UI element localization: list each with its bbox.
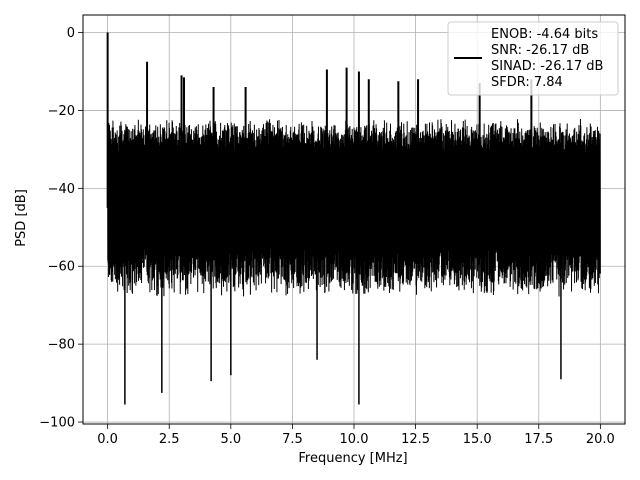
- x-tick-label: 17.5: [524, 432, 553, 447]
- legend-entry-snr: SNR: -26.17 dB: [491, 43, 589, 58]
- y-tick-label: −20: [48, 104, 75, 119]
- legend-entry-sinad: SINAD: -26.17 dB: [491, 59, 603, 74]
- psd-series: [106, 32, 601, 405]
- x-tick-label: 12.5: [401, 432, 430, 447]
- y-tick-label: −60: [48, 260, 75, 275]
- x-tick-label: 10.0: [340, 432, 369, 447]
- legend-box: [447, 21, 619, 96]
- legend-entry-enob: ENOB: -4.64 bits: [491, 27, 598, 42]
- legend-entry-sfdr: SFDR: 7.84: [491, 75, 563, 90]
- psd-trace: [107, 119, 601, 297]
- x-tick-label: 15.0: [463, 432, 492, 447]
- x-axis-ticks: 0.0 2.5 5.0 7.5 10.0 12.5 15.0 17.5 20.0: [97, 424, 615, 447]
- y-tick-label: −100: [39, 416, 75, 431]
- legend: ENOB: -4.64 bits SNR: -26.17 dB SINAD: -…: [447, 21, 619, 96]
- y-tick-label: 0: [67, 26, 75, 41]
- x-tick-label: 0.0: [97, 432, 118, 447]
- y-axis-ticks: 0 −20 −40 −60 −80 −100: [39, 26, 83, 431]
- x-tick-label: 2.5: [159, 432, 180, 447]
- x-tick-label: 7.5: [282, 432, 303, 447]
- y-tick-label: −40: [48, 182, 75, 197]
- y-tick-label: −80: [48, 338, 75, 353]
- y-axis-label: PSD [dB]: [14, 189, 29, 247]
- x-axis-label: Frequency [MHz]: [298, 451, 407, 466]
- x-tick-label: 5.0: [220, 432, 241, 447]
- x-tick-label: 20.0: [586, 432, 615, 447]
